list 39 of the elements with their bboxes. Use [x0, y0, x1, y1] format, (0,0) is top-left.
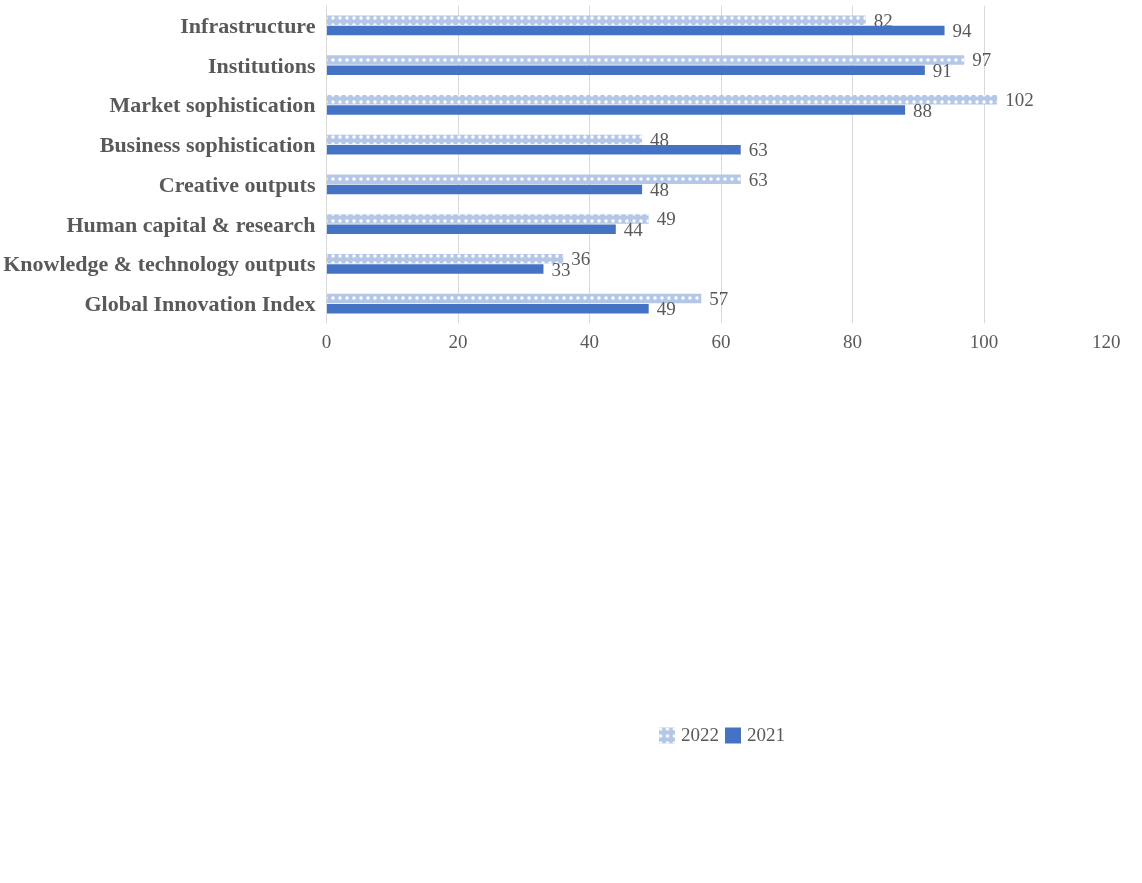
bar	[326, 224, 616, 235]
x-tick-label: 20	[448, 330, 468, 352]
y-tick-label: Global Innovation Index	[84, 291, 316, 317]
data-label: 94	[952, 20, 973, 42]
data-label: 102	[1005, 89, 1034, 111]
bar	[326, 184, 643, 195]
y-tick-label: Business sophistication	[99, 132, 316, 158]
data-label: 33	[551, 258, 571, 280]
x-tick-label: 80	[843, 330, 862, 352]
bar	[326, 25, 945, 36]
data-label: 48	[650, 179, 670, 201]
y-tick-label: Infrastructure	[180, 12, 316, 38]
y-tick-label: Market sophistication	[109, 92, 316, 118]
bar	[326, 145, 741, 155]
data-label: 36	[571, 248, 591, 270]
x-tick-label: 60	[711, 330, 731, 352]
bar	[326, 304, 649, 314]
data-label: 97	[972, 49, 992, 71]
bar	[326, 105, 906, 115]
x-tick-label: 40	[580, 330, 599, 352]
bar	[326, 65, 925, 76]
legend-label: 2021	[747, 723, 785, 746]
data-label: 44	[623, 218, 644, 240]
legend-label: 2022	[681, 723, 719, 746]
data-label: 49	[656, 208, 676, 230]
x-tick-label: 0	[321, 330, 332, 352]
x-tick-label: 120	[1092, 330, 1121, 352]
y-tick-label: Human capital & research	[66, 211, 316, 237]
y-tick-label: Creative outputs	[158, 171, 316, 197]
data-label: 63	[748, 139, 768, 161]
bar	[326, 264, 544, 274]
y-tick-label: Institutions	[207, 52, 316, 78]
y-tick-label: Knowledge & technology outputs	[3, 251, 316, 277]
data-label: 91	[932, 59, 952, 81]
data-label: 88	[913, 99, 933, 121]
data-label: 49	[656, 298, 676, 320]
x-tick-label: 100	[969, 330, 999, 352]
data-label: 57	[709, 287, 729, 309]
data-label: 63	[748, 168, 768, 190]
